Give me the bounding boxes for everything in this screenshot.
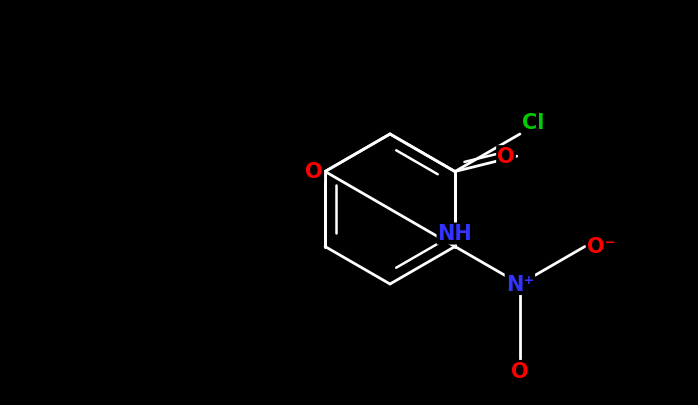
Text: NH: NH: [438, 224, 473, 244]
Text: O: O: [497, 147, 515, 167]
Text: O: O: [306, 162, 323, 182]
Text: O⁻: O⁻: [587, 237, 616, 257]
Text: O: O: [511, 361, 528, 381]
Text: N⁺: N⁺: [506, 274, 534, 294]
Text: Cl: Cl: [522, 113, 544, 133]
